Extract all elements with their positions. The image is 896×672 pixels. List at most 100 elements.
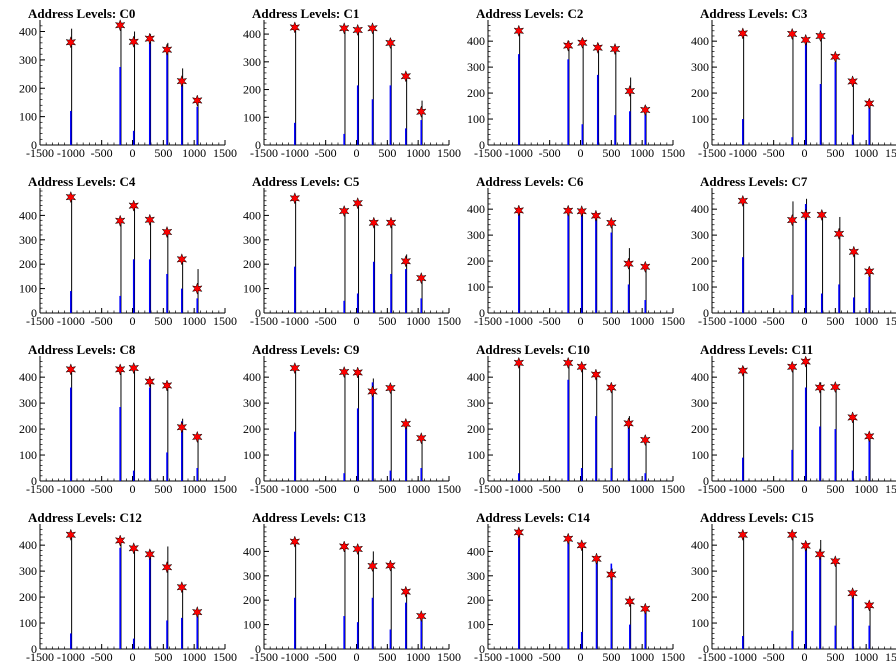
red-star-icon — [65, 363, 77, 376]
x-tick-label: -1000 — [57, 146, 85, 160]
x-tick-label: -500 — [315, 482, 337, 496]
x-tick-label: 0 — [802, 650, 808, 664]
y-tick-label: 200 — [19, 257, 37, 271]
y-tick-label: 300 — [691, 564, 709, 578]
x-tick-label: -1500 — [250, 314, 278, 328]
red-star-icon — [829, 380, 841, 394]
red-star-icon — [786, 528, 798, 542]
x-tick-label: 1500 — [213, 650, 237, 664]
red-star-icon — [65, 36, 77, 49]
x-tick-label: -500 — [91, 482, 113, 496]
red-star-icon — [400, 69, 412, 83]
y-tick-label: 200 — [243, 593, 261, 607]
y-tick-label: 300 — [691, 60, 709, 74]
y-tick-label: 0 — [31, 138, 37, 152]
red-star-icon — [639, 103, 651, 117]
x-tick-label: 1500 — [885, 146, 896, 160]
y-tick-label: 100 — [467, 618, 485, 632]
y-tick-label: 400 — [19, 370, 37, 384]
x-tick-label: -1000 — [729, 314, 757, 328]
y-tick-label: 0 — [479, 642, 485, 656]
red-star-icon — [815, 29, 826, 43]
red-star-icon — [562, 356, 574, 370]
x-tick-label: -1500 — [474, 146, 502, 160]
x-tick-label: -500 — [91, 146, 113, 160]
x-tick-label: 0 — [802, 146, 808, 160]
y-tick-label: 100 — [19, 448, 37, 462]
y-tick-label: 200 — [243, 422, 261, 436]
y-tick-label: 400 — [243, 370, 261, 384]
y-tick-label: 100 — [19, 616, 37, 630]
red-star-icon — [415, 271, 427, 285]
y-tick-label: 100 — [691, 280, 709, 294]
x-tick-label: 1500 — [885, 650, 896, 664]
chart-title: Address Levels: C4 — [28, 174, 136, 189]
x-tick-label: -500 — [315, 650, 337, 664]
red-star-icon — [191, 94, 203, 107]
red-star-icon — [289, 192, 301, 205]
red-star-icon — [114, 19, 126, 32]
x-tick-label: -1500 — [698, 314, 726, 328]
red-star-icon — [863, 97, 875, 110]
x-tick-label: 500 — [602, 650, 620, 664]
x-tick-label: 1000 — [406, 146, 430, 160]
y-tick-label: 300 — [243, 233, 261, 247]
y-tick-label: 100 — [243, 110, 261, 124]
red-star-icon — [415, 431, 427, 445]
y-tick-label: 0 — [703, 474, 709, 488]
chart-title: Address Levels: C15 — [700, 510, 814, 525]
x-tick-label: 1000 — [630, 146, 654, 160]
x-tick-label: 500 — [378, 650, 396, 664]
y-tick-label: 300 — [467, 60, 485, 74]
red-star-icon — [814, 381, 826, 394]
x-tick-label: -1000 — [505, 146, 533, 160]
red-star-icon — [848, 245, 860, 258]
red-star-icon — [191, 605, 203, 619]
red-star-icon — [847, 586, 859, 600]
red-star-icon — [385, 381, 396, 395]
y-tick-label: 400 — [691, 34, 709, 48]
y-tick-label: 100 — [243, 282, 261, 296]
red-star-icon — [737, 27, 749, 40]
red-star-icon — [639, 260, 651, 274]
red-star-icon — [800, 33, 812, 47]
red-star-icon — [338, 365, 350, 379]
x-tick-label: 500 — [154, 146, 172, 160]
y-tick-label: 200 — [467, 593, 485, 607]
y-tick-label: 400 — [19, 25, 37, 39]
red-star-icon — [576, 360, 588, 374]
red-star-icon — [605, 568, 617, 581]
x-tick-label: -1000 — [281, 146, 309, 160]
red-star-icon — [128, 199, 140, 212]
y-tick-label: 400 — [467, 202, 485, 216]
x-tick-label: 1500 — [661, 146, 685, 160]
y-tick-label: 300 — [243, 396, 261, 410]
chart-title: Address Levels: C11 — [700, 342, 813, 357]
red-star-icon — [368, 216, 380, 229]
x-tick-label: 1000 — [630, 650, 654, 664]
x-tick-label: -1500 — [250, 482, 278, 496]
x-tick-label: 0 — [578, 650, 584, 664]
red-star-icon — [847, 411, 859, 424]
x-tick-label: 500 — [602, 314, 620, 328]
x-tick-label: 500 — [826, 314, 844, 328]
y-tick-label: 400 — [19, 538, 37, 552]
red-star-icon — [176, 421, 188, 434]
y-tick-label: 300 — [243, 55, 261, 69]
x-tick-label: 1500 — [213, 146, 237, 160]
x-tick-label: 1500 — [885, 482, 896, 496]
chart-panel-9: Address Levels: C9-1500 -1000 -500 0 500 1000… — [243, 342, 461, 496]
y-tick-label: 200 — [19, 81, 37, 95]
red-star-icon — [829, 555, 841, 568]
red-star-icon — [144, 213, 156, 227]
red-star-icon — [737, 194, 749, 208]
x-tick-label: -1000 — [505, 650, 533, 664]
y-tick-label: 0 — [255, 474, 261, 488]
x-tick-label: 1500 — [437, 146, 461, 160]
x-tick-label: 500 — [154, 482, 172, 496]
x-tick-label: -500 — [315, 146, 337, 160]
red-star-icon — [385, 36, 396, 50]
red-star-icon — [161, 560, 173, 574]
chart-title: Address Levels: C6 — [476, 174, 584, 189]
